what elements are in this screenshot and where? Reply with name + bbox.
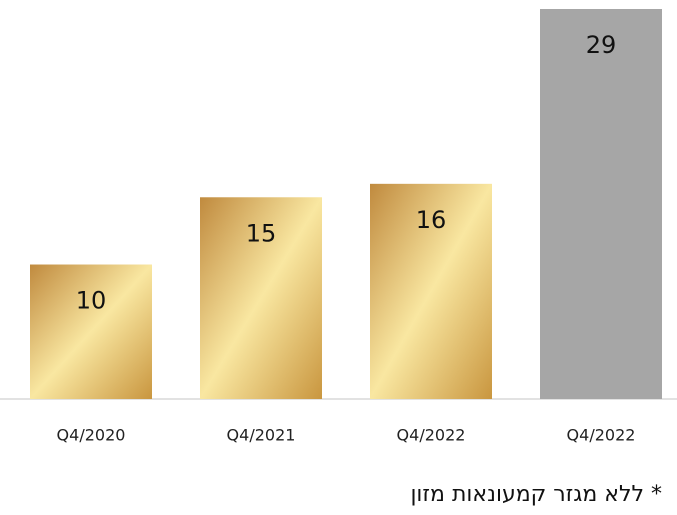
x-tick-label: Q4/2022 [397,426,466,445]
bar [370,183,492,399]
value-label: 29 [586,31,617,59]
bar [200,197,322,399]
value-label: 15 [246,219,277,247]
x-tick-label: Q4/2020 [57,426,126,445]
value-label: 10 [76,287,107,315]
bar [30,264,152,399]
value-label: 16 [416,206,447,234]
x-tick-label: Q4/2022 [567,426,636,445]
footnote: * ללא מגזר קמעונאות מזון [410,482,662,507]
x-tick-label: Q4/2021 [227,426,296,445]
bar [540,9,662,399]
